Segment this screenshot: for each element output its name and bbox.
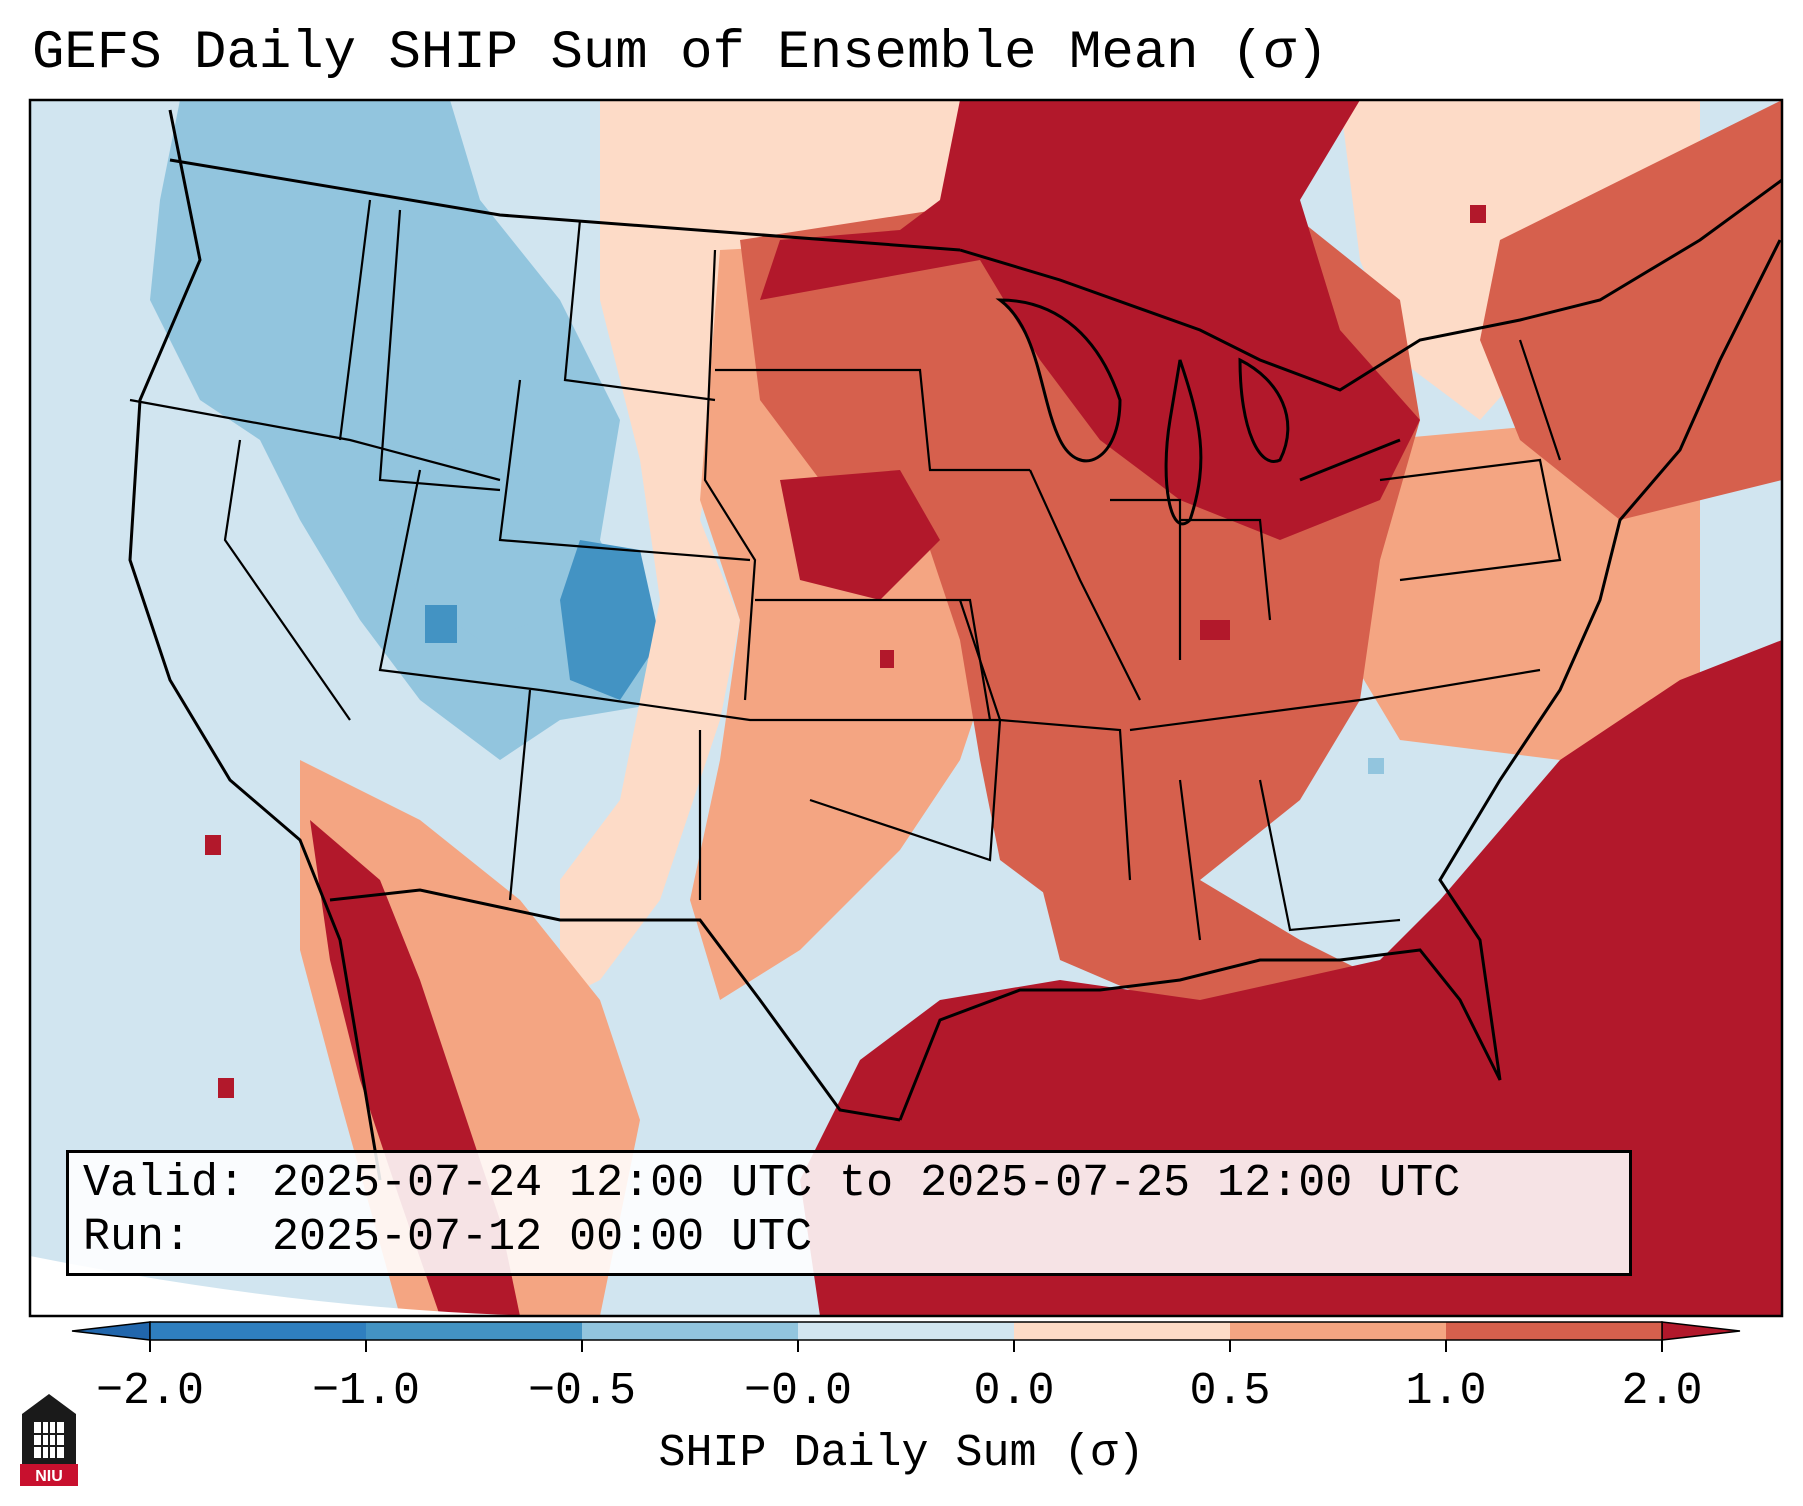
border-pa (1379, 458, 1562, 582)
colorbar-segment (366, 1322, 583, 1340)
border-mt-wy (563, 219, 716, 402)
run-time-text: Run: 2025-07-12 00:00 UTC (83, 1212, 813, 1263)
border-il-in (1110, 498, 1182, 660)
canada-border-west (169, 158, 961, 252)
border-sd-ia (715, 368, 1030, 472)
colorbar-tick-label: −1.0 (311, 1366, 421, 1417)
valid-time-text: Valid: 2025-07-24 12:00 UTC to 2025-07-2… (83, 1158, 1461, 1209)
colorbar-tick-label: −2.0 (95, 1366, 205, 1417)
logo-text: NIU (35, 1468, 63, 1485)
field-cell (205, 835, 221, 855)
colorbar-tick-label: 0.5 (1189, 1366, 1271, 1417)
canada-border-east (959, 178, 1782, 392)
lake-huron-outline (1238, 357, 1290, 463)
colorbar-segment (582, 1322, 799, 1340)
border-nv-ca (223, 439, 351, 721)
colorbar-tick-label: 2.0 (1621, 1366, 1703, 1417)
border-in-oh (1180, 518, 1272, 621)
colorbar-segment (1230, 1322, 1447, 1340)
map-title: GEFS Daily SHIP Sum of Ensemble Mean (σ) (32, 23, 1329, 84)
logo-window-grid (34, 1422, 64, 1458)
field-cell (1200, 620, 1230, 640)
border-az-nm (508, 689, 532, 901)
colorbar-segment (150, 1322, 367, 1340)
border-ut (378, 469, 541, 692)
colorbar-tick-label: 1.0 (1405, 1366, 1487, 1417)
border-wa-id (338, 199, 372, 441)
border-al-ga (1258, 779, 1401, 932)
border-wy (498, 379, 751, 562)
border-dakotas-ne (703, 249, 757, 701)
validity-info-box: Valid: 2025-07-24 12:00 UTC to 2025-07-2… (66, 1150, 1632, 1276)
border-tn-nc (1129, 668, 1541, 732)
colorbar-ticks (149, 1340, 1663, 1352)
border-ms-al (1178, 779, 1202, 941)
colorbar-tick-label: −0.5 (527, 1366, 637, 1417)
field-cell (880, 650, 894, 668)
mexico-border (329, 888, 901, 1122)
coastlines-and-borders (128, 109, 1782, 1181)
logo-red-band (20, 1464, 78, 1486)
border-ny-pa (1518, 339, 1562, 461)
field-cell (1470, 205, 1486, 223)
colorbar-tick-label: 0.0 (973, 1366, 1055, 1417)
field-great-basin-negative (390, 440, 560, 640)
field-great-lakes-strong-positive (760, 100, 1420, 540)
border-id (378, 209, 501, 492)
field-plains-weak-positive (560, 100, 960, 1000)
colorbar-extend-high (1661, 1321, 1741, 1341)
colorbar-frame (149, 1321, 1663, 1341)
border-ks-mo (755, 598, 992, 721)
colorbar-segment (1014, 1322, 1231, 1340)
lake-erie-outline (1299, 438, 1401, 482)
field-northeast-positive (1480, 100, 1782, 520)
west-coast (128, 109, 382, 1181)
colorbar-extend-low (71, 1321, 151, 1341)
border-mississippi (1028, 469, 1141, 701)
niu-logo: NIU (20, 1394, 78, 1486)
colorbar-tick-label: −0.0 (743, 1366, 853, 1417)
field-utah-cell (425, 605, 457, 643)
state-borders (129, 199, 1562, 941)
field-colorado-strong-negative (560, 540, 660, 700)
border-co-nm-ok (539, 688, 1000, 722)
border-ar-ms (999, 718, 1132, 881)
field-nebraska-strong-positive (780, 470, 940, 600)
border-or-ca (129, 398, 501, 482)
field-gulf-atlantic-strong-positive (800, 640, 1782, 1316)
field-cell (218, 1078, 234, 1098)
gulf-and-atlantic-coast (898, 239, 1782, 1121)
projection-edge (30, 1256, 540, 1316)
field-cell (1368, 758, 1384, 774)
map-frame (28, 98, 1784, 1318)
lake-superior-outline (995, 298, 1122, 463)
colorbar-segments (71, 1321, 1741, 1341)
field-west-negative (150, 100, 680, 760)
colorbar-segment (798, 1322, 1015, 1340)
colorbar-title: SHIP Daily Sum (σ) (658, 1428, 1145, 1479)
colorbar-segment (1446, 1322, 1663, 1340)
field-cells (205, 205, 1486, 1098)
